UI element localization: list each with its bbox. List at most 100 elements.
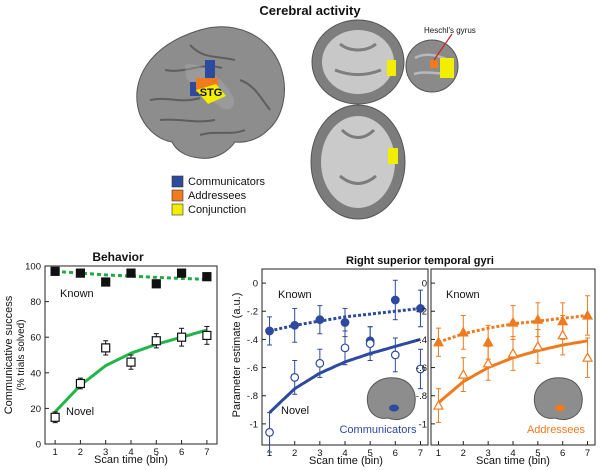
communicators-chart: 1 2 3 4 5 6 7 0 -.2 -.4 -.6 -.8 -1 Known Novel Commu… (247, 268, 429, 467)
behavior-novel-point (75, 378, 86, 389)
behavior-y-axis-label-2: (% trials solved) (16, 319, 27, 390)
legend-swatch-addressees (171, 189, 184, 202)
addressees-novel-point (507, 347, 519, 358)
communicators-x-tick-label: 4 (342, 448, 347, 459)
behavior-novel-point (126, 357, 136, 367)
stg-label: STG (200, 87, 223, 99)
communicators-annotation-known: Known (278, 289, 312, 301)
addressees-x-tick-label: 3 (486, 448, 491, 459)
addressees-y-tick-label: -.8 (416, 391, 427, 402)
addressees-known-point (507, 316, 519, 327)
behavior-x-tick-label: 5 (154, 447, 159, 458)
communicators-x-axis-label: Scan time (bin) (309, 455, 383, 467)
communicators-annotation-novel: Novel (281, 405, 309, 417)
communicators-novel-point (340, 343, 350, 353)
behavior-annotation-novel: Novel (66, 406, 94, 418)
communicators-known-point (390, 295, 400, 305)
behavior-title: Behavior (92, 250, 144, 264)
behavior-known-point (126, 268, 136, 278)
communicators-y-tick-label: -.6 (247, 363, 258, 374)
axial-slice-image (310, 104, 406, 220)
behavior-known-point (75, 268, 86, 278)
behavior-novel-point (176, 332, 187, 342)
behavior-x-tick-label: 3 (103, 447, 108, 458)
behavior-annotation-known: Known (60, 288, 94, 300)
communicators-x-tick-label: 7 (418, 448, 423, 459)
behavior-known-point (101, 277, 111, 287)
addressees-novel-point (532, 340, 544, 351)
behavior-y-tick-label: 20 (30, 404, 41, 415)
addressees-x-tick-label: 5 (535, 448, 540, 459)
behavior-known-point (202, 272, 212, 282)
behavior-y-tick-label: 0 (36, 440, 41, 451)
communicators-y-tick-label: -.8 (247, 391, 258, 402)
communicators-group-label: Communicators (339, 424, 417, 436)
addressees-known-point (582, 309, 594, 320)
legend-swatch-conjunction (171, 203, 184, 216)
legend-label-communicators: Communicators (188, 176, 266, 188)
addressees-annotation-known: Known (446, 289, 480, 301)
communicators-y-tick-label: -.2 (247, 307, 258, 318)
behavior-y-tick-label: 100 (25, 262, 41, 273)
addressees-x-tick-label: 7 (585, 448, 590, 459)
cerebral-title: Cerebral activity (259, 3, 361, 18)
communicators-blob (205, 60, 215, 88)
communicators-known-point (340, 318, 350, 327)
communicators-brain-icon (366, 377, 416, 421)
addressees-brain-icon (533, 377, 583, 421)
communicators-novel-point (390, 350, 400, 360)
behavior-novel-point (50, 412, 60, 422)
communicators-novel-point (416, 364, 425, 374)
communicators-known-point (315, 315, 325, 325)
addressees-y-tick-label: -.4 (416, 335, 427, 346)
behavior-y-tick-label: 40 (30, 368, 41, 379)
communicators-y-tick-label: -.4 (247, 335, 258, 346)
communicators-known-point (265, 326, 274, 336)
rstg-y-axis-label: Parameter estimate (a.u.) (231, 293, 243, 418)
communicators-x-tick-label: 1 (267, 448, 272, 459)
addressees-novel-point (582, 351, 594, 362)
behavior-x-axis-label: Scan time (bin) (94, 454, 168, 466)
lateral-brain-image: STG (136, 26, 285, 159)
addressees-y-tick-label: -1 (419, 419, 427, 430)
behavior-x-tick-label: 6 (179, 447, 184, 458)
communicators-novel-point (365, 339, 375, 349)
communicators-x-tick-label: 5 (368, 448, 373, 459)
cerebral-legend: Communicators Addressees Conjunction (171, 175, 266, 216)
behavior-novel-fit-line (53, 328, 208, 414)
communicators-y-tick-label: 0 (253, 279, 258, 290)
conjunction-blob (196, 84, 226, 104)
behavior-y-tick-label: 80 (30, 297, 41, 308)
addressees-x-tick-label: 6 (560, 448, 565, 459)
addressees-known-point (532, 313, 544, 324)
rstg-block: Right superior temporal gyri Parameter e… (231, 255, 494, 417)
behavior-x-tick-label: 2 (78, 447, 83, 458)
legend-label-addressees: Addressees (188, 190, 247, 202)
addressees-known-point (457, 326, 469, 337)
behavior-y-axis-label: Communicative success (3, 295, 15, 414)
behavior-x-tick-label: 1 (52, 447, 57, 458)
addressees-known-point (432, 336, 444, 347)
sagittal-slice-image: Heschl's gyrus (405, 26, 476, 93)
behavior-x-tick-label: 7 (204, 447, 209, 458)
behavior-y-tick-label: 60 (30, 333, 41, 344)
addressees-group-label: Addressees (527, 424, 586, 436)
communicators-x-tick-label: 6 (393, 448, 398, 459)
addressees-chart: 1 2 3 4 5 6 70-.2-.4-.6-.8-1 Known Addressees … (416, 268, 596, 467)
addressees-known-point (482, 336, 494, 347)
behavior-known-point (176, 268, 187, 278)
addressees-x-axis-label: Scan time (bin) (476, 455, 550, 467)
legend-label-conjunction: Conjunction (188, 204, 246, 216)
communicators-known-point (290, 320, 300, 330)
communicators-novel-point (265, 427, 274, 437)
addressees-x-tick-label: 2 (461, 448, 466, 459)
communicators-y-tick-label: -1 (250, 419, 258, 430)
behavior-novel-point (101, 343, 111, 353)
behavior-novel-point (151, 336, 161, 346)
addressees-novel-point (557, 329, 569, 340)
addressees-novel-point (482, 357, 494, 368)
behavior-novel-point (202, 330, 212, 341)
behavior-known-point (151, 279, 161, 289)
addressees-x-tick-label: 1 (436, 448, 441, 459)
